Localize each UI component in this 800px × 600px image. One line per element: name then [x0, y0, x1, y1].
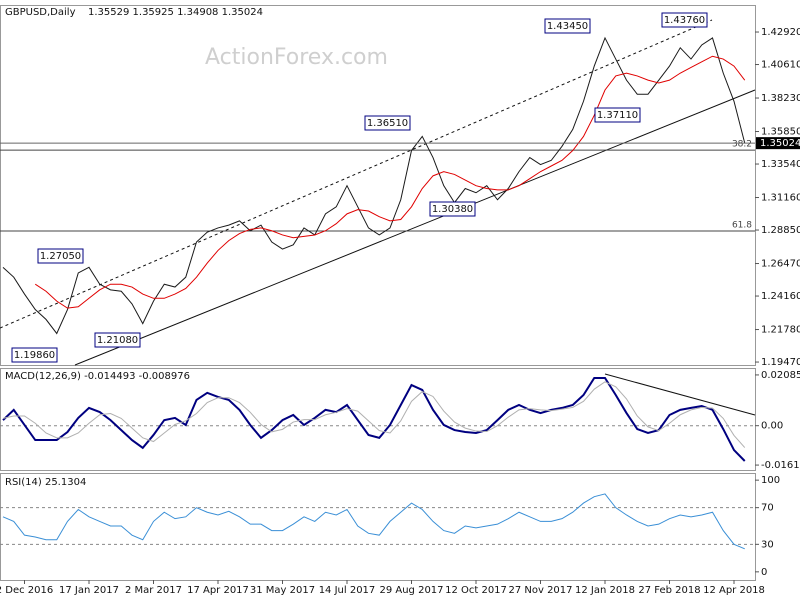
x-tick-label: 2 Mar 2017 — [125, 585, 182, 596]
chart-title: GBPUSD,Daily — [5, 7, 76, 18]
x-tick-label: 27 Nov 2017 — [508, 585, 572, 596]
y-tick-label: 1.33540 — [761, 159, 800, 170]
x-tick-label: 12 Jan 2018 — [575, 585, 635, 596]
x-tick-label: 14 Jul 2017 — [319, 585, 376, 596]
x-tick-label: 17 Apr 2017 — [187, 585, 249, 596]
y-tick-label: 1.31160 — [761, 193, 800, 204]
y-tick-label: 0.00 — [761, 421, 783, 432]
lower-trend-line — [74, 89, 756, 366]
annotation-label: 1.43760 — [664, 15, 705, 26]
y-tick-label: 30 — [761, 539, 774, 550]
rsi-panel — [0, 473, 756, 581]
y-tick-label: 1.19470 — [761, 357, 800, 368]
y-tick-label: 1.42920 — [761, 27, 800, 38]
y-tick-label: 1.26470 — [761, 259, 800, 270]
series-line — [2, 36, 746, 335]
annotation-box — [11, 347, 58, 363]
macd-trend-line — [604, 373, 756, 416]
y-tick-label: 1.38230 — [761, 93, 800, 104]
x-tick-label: 27 Feb 2018 — [638, 585, 700, 596]
fib-level-label: 61.8 — [732, 221, 752, 231]
annotation-box — [661, 12, 708, 28]
annotation-box — [364, 115, 411, 131]
fib-level-label: 38.2 — [732, 140, 752, 150]
price-panel — [0, 5, 756, 366]
macd-title: MACD(12,26,9) -0.014493 -0.008976 — [5, 371, 190, 382]
y-tick-label: -0.016176 — [761, 460, 800, 471]
y-tick-label: 1.21780 — [761, 325, 800, 336]
series-line — [2, 493, 745, 550]
annotation-box — [37, 248, 84, 264]
annotation-box — [94, 332, 141, 348]
series-line — [34, 55, 746, 309]
annotation-label: 1.36510 — [367, 118, 408, 129]
last-price-label: 1.35024 — [760, 138, 800, 149]
annotation-box — [429, 201, 476, 217]
y-tick-label: 1.35850 — [761, 127, 800, 138]
last-price-box — [756, 137, 800, 150]
annotation-box — [544, 18, 591, 34]
annotation-box — [594, 107, 641, 123]
annotation-label: 1.21080 — [97, 335, 138, 346]
x-tick-label: 31 May 2017 — [250, 585, 315, 596]
y-tick-label: 0 — [761, 567, 767, 578]
annotation-label: 1.30380 — [432, 204, 473, 215]
series-line — [2, 376, 746, 462]
y-tick-label: 1.40610 — [761, 60, 800, 71]
x-tick-label: 17 Jan 2017 — [59, 585, 119, 596]
chart-subtitle: 1.35529 1.35925 1.34908 1.35024 — [88, 7, 263, 18]
watermark: ActionForex.com — [205, 45, 388, 70]
y-tick-label: 100 — [761, 475, 780, 486]
annotation-label: 1.43450 — [547, 21, 588, 32]
y-tick-label: 1.28850 — [761, 225, 800, 236]
rsi-title: RSI(14) 25.1304 — [5, 477, 86, 488]
x-tick-label: 12 Oct 2017 — [445, 585, 507, 596]
annotation-label: 1.37110 — [597, 110, 638, 121]
x-tick-label: 29 Aug 2017 — [379, 585, 443, 596]
y-tick-label: 1.24160 — [761, 291, 800, 302]
annotation-label: 1.19860 — [14, 350, 55, 361]
x-tick-label: 12 Apr 2018 — [703, 585, 765, 596]
y-tick-label: 70 — [761, 503, 774, 514]
annotation-label: 1.27050 — [40, 251, 81, 262]
series-line — [2, 381, 746, 448]
x-tick-label: 2 Dec 2016 — [0, 585, 53, 596]
y-tick-label: 0.020852 — [761, 370, 800, 381]
